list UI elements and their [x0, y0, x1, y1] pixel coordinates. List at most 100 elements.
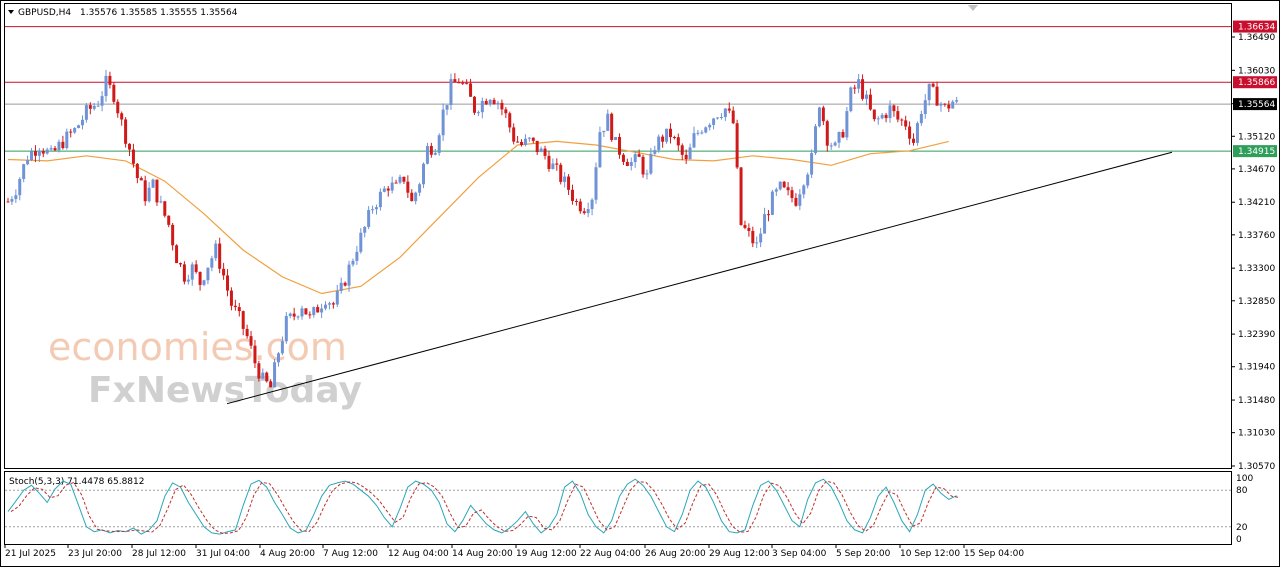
candle-bear: [853, 87, 857, 89]
dropdown-triangle-icon[interactable]: [8, 10, 14, 14]
candle-bear: [794, 197, 798, 206]
candle-bull: [49, 148, 53, 150]
candle-bull: [151, 179, 155, 188]
candle-bull: [398, 176, 402, 183]
candle-bear: [637, 154, 641, 157]
x-tick-label: 15 Sep 04:00: [964, 549, 1024, 559]
candle-bull: [810, 153, 814, 175]
candle-bull: [327, 303, 331, 305]
candle-bear: [175, 245, 179, 264]
candle-bull: [37, 151, 41, 156]
candle-bull: [202, 280, 206, 285]
candle-bear: [143, 180, 147, 202]
candle-bull: [312, 307, 316, 316]
candle-bear: [120, 113, 124, 120]
candle-bear: [739, 167, 743, 225]
y-tick-label: 1.32850: [1238, 297, 1275, 307]
candle-bear: [198, 271, 202, 285]
support-price-tag: [1233, 145, 1277, 158]
candle-bear: [641, 156, 645, 175]
candle-bull: [551, 163, 555, 169]
candle-bear: [88, 105, 92, 109]
candle-bull: [496, 102, 500, 105]
candle-bull: [26, 160, 30, 165]
candle-bear: [265, 372, 269, 382]
candle-bull: [445, 104, 449, 110]
candle-bull: [84, 105, 88, 120]
candle-bull: [653, 150, 657, 154]
candle-bull: [433, 152, 437, 155]
candle-bull: [382, 188, 386, 192]
candle-bull: [864, 94, 868, 99]
x-tick-label: 21 Jul 2025: [5, 549, 56, 559]
moving-average-line: [7, 140, 949, 295]
candle-bear: [472, 96, 476, 113]
candle-bull: [214, 243, 218, 259]
x-tick-label: 5 Sep 20:00: [836, 549, 891, 559]
candle-bull: [586, 209, 590, 214]
candle-bear: [178, 263, 182, 265]
resistance-price-tag-label: 1.35866: [1238, 78, 1275, 88]
candle-bear: [237, 307, 241, 312]
candle-bear: [520, 141, 524, 146]
candle-bear: [41, 151, 45, 154]
x-tick-label: 7 Aug 12:00: [323, 549, 378, 559]
candle-bull: [563, 176, 567, 182]
resistance-price-tag: [1233, 20, 1277, 33]
candle-bull: [18, 179, 22, 196]
x-tick-label: 4 Aug 20:00: [260, 549, 315, 559]
candle-bull: [700, 132, 704, 134]
chart-shift-icon[interactable]: [968, 5, 978, 11]
stoch-panel: [4, 471, 1232, 545]
candle-bear: [610, 113, 614, 140]
candle-bull: [300, 308, 304, 317]
candle-bull: [778, 181, 782, 190]
chart-header[interactable]: GBPUSD,H4 1.35576 1.35585 1.35555 1.3556…: [8, 8, 238, 18]
candle-bear: [531, 137, 535, 141]
candle-bear: [139, 178, 143, 181]
candle-bull: [367, 210, 371, 227]
candle-bull: [849, 87, 853, 112]
candle-bull: [476, 112, 480, 114]
candle-bear: [245, 328, 249, 337]
candle-bull: [665, 128, 669, 142]
candle-bull: [763, 214, 767, 234]
candle-bear: [621, 154, 625, 162]
candle-bull: [284, 316, 288, 342]
candle-bull: [523, 138, 527, 146]
candle-bull: [696, 132, 700, 134]
candle-bull: [716, 117, 720, 119]
support-trendline[interactable]: [226, 151, 1173, 405]
candle-bear: [465, 83, 469, 85]
candle-bull: [888, 105, 892, 119]
candle-bear: [394, 182, 398, 184]
y-tick-label: 1.34210: [1238, 198, 1275, 208]
candle-bull: [951, 101, 955, 109]
x-tick-label: 3 Sep 04:00: [772, 549, 827, 559]
candle-bull: [390, 182, 394, 191]
candle-bull: [320, 308, 324, 313]
candle-bull: [876, 118, 880, 120]
candle-bear: [931, 83, 935, 87]
candle-bear: [567, 176, 571, 190]
candle-bear: [735, 123, 739, 168]
candle-bear: [457, 82, 461, 84]
candle-bear: [861, 79, 865, 99]
candle-bear: [825, 121, 829, 146]
candle-bear: [668, 128, 672, 138]
candle-bull: [418, 184, 422, 193]
candle-bear: [790, 190, 794, 198]
candle-bull: [594, 167, 598, 200]
candle-bear: [53, 148, 57, 151]
candle-bull: [296, 316, 300, 318]
candle-bull: [190, 264, 194, 280]
y-tick-label: 1.34670: [1238, 165, 1275, 175]
candle-bear: [516, 141, 520, 143]
candle-bull: [206, 267, 210, 281]
candle-bull: [880, 114, 884, 119]
candle-bear: [61, 141, 65, 149]
candle-bull: [829, 145, 833, 147]
candle-bull: [649, 153, 653, 174]
candle-bull: [422, 163, 426, 185]
candle-bear: [116, 101, 120, 114]
